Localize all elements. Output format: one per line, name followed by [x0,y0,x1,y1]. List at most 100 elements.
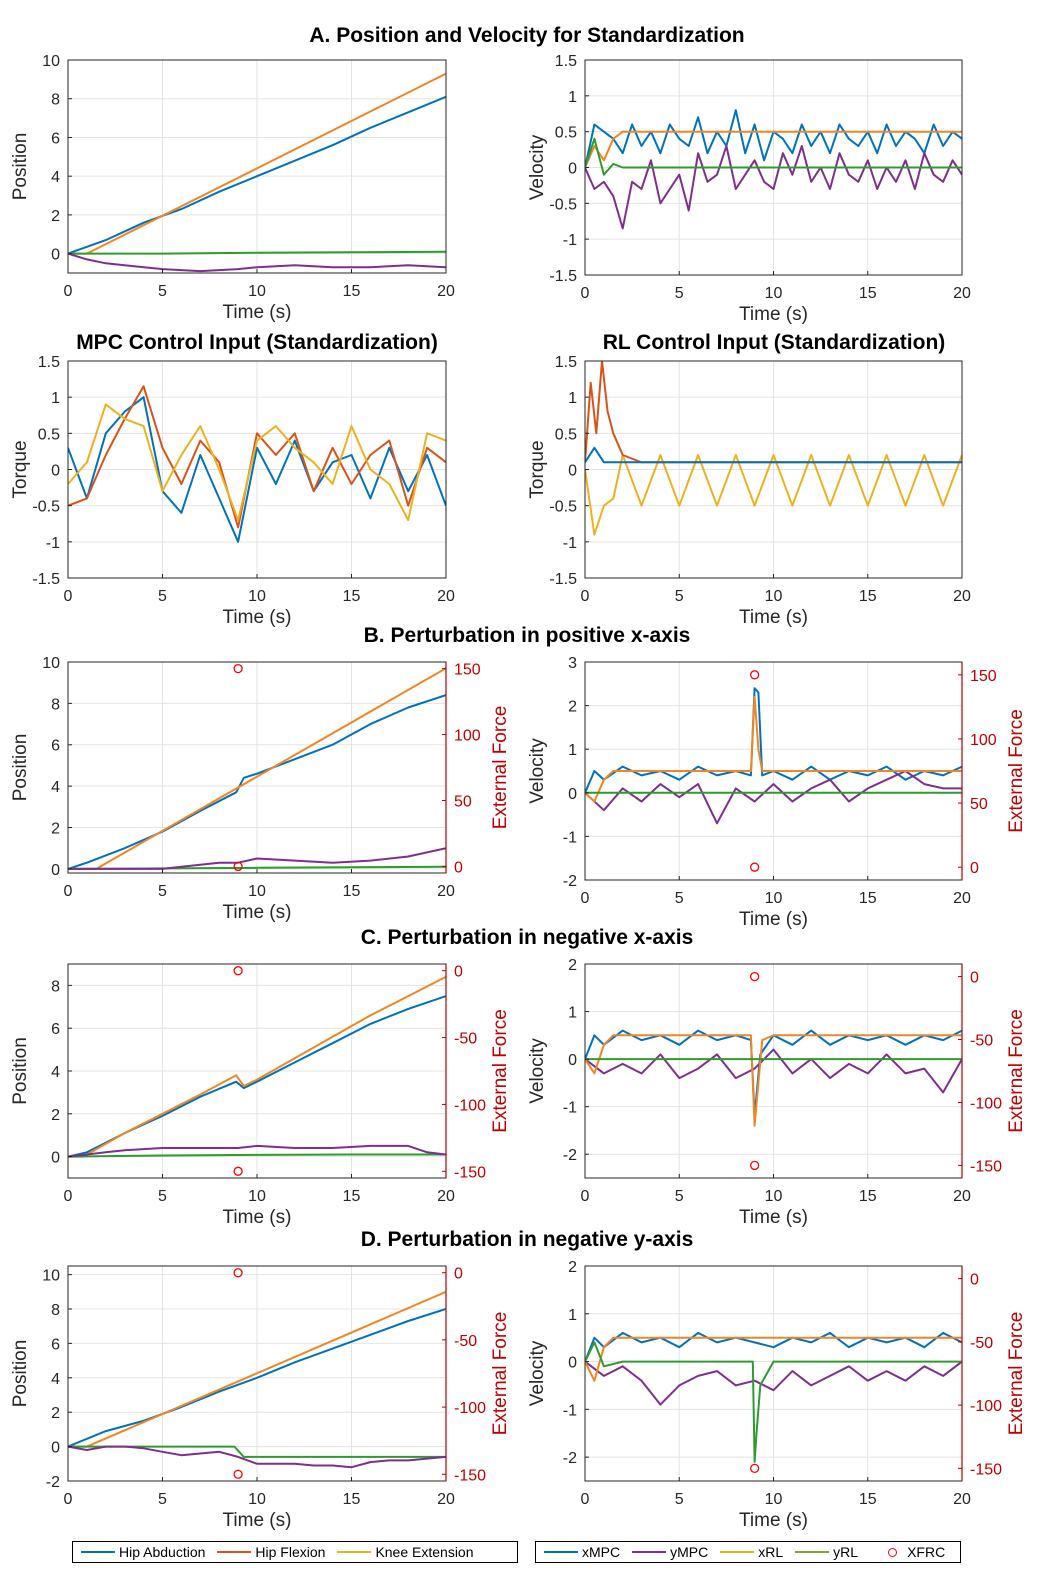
y-tick-label: -1.5 [549,571,577,588]
x-axis-label: Time (s) [739,909,808,930]
y-right-tick-label: -50 [970,1033,993,1050]
series-line-ympc [68,847,446,870]
y-tick-label: 2 [568,957,577,974]
series-line-hip-flexion [68,385,446,529]
chart-D_vel: 0 5 10 15 20 -2 -1 0 1 2 -150 -100 -50 0 External Forc… [527,1259,1027,1531]
y-tick-label: 0 [568,161,577,178]
y-right-tick-label: 100 [454,728,481,745]
x-tick-label: 0 [64,1491,73,1508]
y-right-tick-label: -50 [970,1335,993,1352]
x-tick-label: 0 [581,285,590,302]
x-axis-label: Time (s) [223,902,292,923]
y-tick-label: -2 [563,1450,577,1467]
y-tick-label: 0 [568,786,577,803]
torque-legend: Hip Abduction Hip Flexion Knee Extension [72,1541,518,1563]
xfrc-marker [750,670,760,680]
y-axis-label: Position [10,133,31,201]
y-tick-label: 1 [568,89,577,106]
y-tick-label: 0 [51,1440,60,1457]
y-right-tick-label: -50 [454,1333,477,1350]
y-tick-label: -1 [563,829,577,846]
legend-hip-abduction-label: Hip Abduction [119,1544,206,1560]
series-line-ympc [585,145,962,230]
chart-C_pos: 0 5 10 15 20 0 2 4 6 8 -150 -100 -50 0 External Force T… [10,963,511,1228]
x-axis-label: Time (s) [223,607,292,628]
y-right-tick-label: -150 [454,1467,486,1484]
x-tick-label: 0 [581,890,590,907]
x-tick-label: 10 [248,1491,266,1508]
y-tick-label: 10 [42,655,60,672]
x-tick-label: 20 [953,1188,971,1205]
y-tick-label: 1 [568,1307,577,1324]
xfrc-marker [233,966,243,976]
xfrc-marker [750,862,760,872]
y-tick-label: -1.5 [32,571,60,588]
legend-ympc-swatch [632,1551,667,1553]
y-tick-label: -1 [563,1402,577,1419]
y-right-axis-label: External Force [1006,1009,1027,1133]
x-axis-label: Time (s) [739,607,808,628]
y-right-tick-label: 100 [970,732,997,749]
x-tick-label: 20 [437,588,455,605]
y-tick-label: 1 [568,742,577,759]
x-tick-label: 10 [248,1188,266,1205]
xfrc-marker [750,1160,760,1171]
x-tick-label: 15 [343,883,361,900]
series-line-ympc [585,1048,962,1094]
y-right-tick-label: -150 [970,1461,1002,1478]
x-tick-label: 20 [953,1491,971,1508]
y-tick-label: 2 [568,1259,577,1276]
x-tick-label: 20 [437,1491,455,1508]
series-line-ympc [68,252,446,273]
x-axis-label: Time (s) [223,302,292,323]
legend-xrl-swatch [720,1551,755,1553]
series-line-xmpc [68,95,446,255]
legend-xfrc-marker [888,1547,898,1557]
x-tick-label: 15 [859,890,877,907]
y-right-axis-label: External Force [490,706,511,830]
legend-hip-abduction: Hip Abduction [81,1544,205,1560]
y-tick-label: 1 [568,1005,577,1022]
y-tick-label: 0 [51,862,60,879]
section-a-title: A. Position and Velocity for Standardiza… [309,24,745,47]
legend-hip-flexion-label: Hip Flexion [255,1544,326,1560]
x-tick-label: 15 [343,283,361,300]
y-tick-label: 1.5 [555,53,577,70]
y-tick-label: -1 [46,535,60,552]
x-tick-label: 15 [343,1491,361,1508]
x-tick-label: 15 [343,588,361,605]
legend-hip-flexion: Hip Flexion [217,1544,325,1560]
y-right-tick-label: 50 [970,796,988,813]
legend-xfrc: XFRC [870,1544,945,1560]
series-line-xmpc [68,1308,446,1448]
xfrc-marker [233,1166,243,1176]
y-tick-label: -2 [563,873,577,890]
section-c-title: C. Perturbation in negative x-axis [360,926,694,949]
y-tick-label: -2 [46,1474,60,1491]
y-axis-label: Torque [527,440,548,498]
series-line-yrl [68,250,446,255]
legend-xrl: xRL [720,1544,783,1560]
y-tick-label: 0.5 [555,125,577,142]
chart-B_vel: 0 5 10 15 20 -2 -1 0 1 2 3 0 50 100 150 External Force T… [527,655,1027,930]
legend-xmpc-label: xMPC [582,1544,621,1560]
x-tick-label: 0 [64,588,73,605]
y-right-tick-label: 50 [454,793,472,810]
x-tick-label: 5 [675,890,684,907]
y-tick-label: 6 [51,130,60,147]
legend-yrl-swatch [795,1551,830,1553]
y-right-tick-label: 0 [970,860,979,877]
x-tick-label: 0 [64,1188,73,1205]
y-tick-label: 10 [42,53,60,70]
x-tick-label: 0 [581,1188,590,1205]
x-tick-label: 5 [675,285,684,302]
y-tick-label: -0.5 [549,196,577,213]
y-tick-label: 1 [51,390,60,407]
series-line-xrl [585,130,962,168]
y-tick-label: 1.5 [38,354,60,371]
series-line-xmpc [585,687,962,794]
legend-hip-flexion-swatch [217,1551,252,1553]
y-right-axis-label: External Force [490,1009,511,1133]
x-tick-label: 5 [675,1491,684,1508]
chart-RL_torque: 0 5 10 15 20 -1.5 -1 -0.5 0 0.5 1 1.5 Time (s) Torque [527,354,971,628]
